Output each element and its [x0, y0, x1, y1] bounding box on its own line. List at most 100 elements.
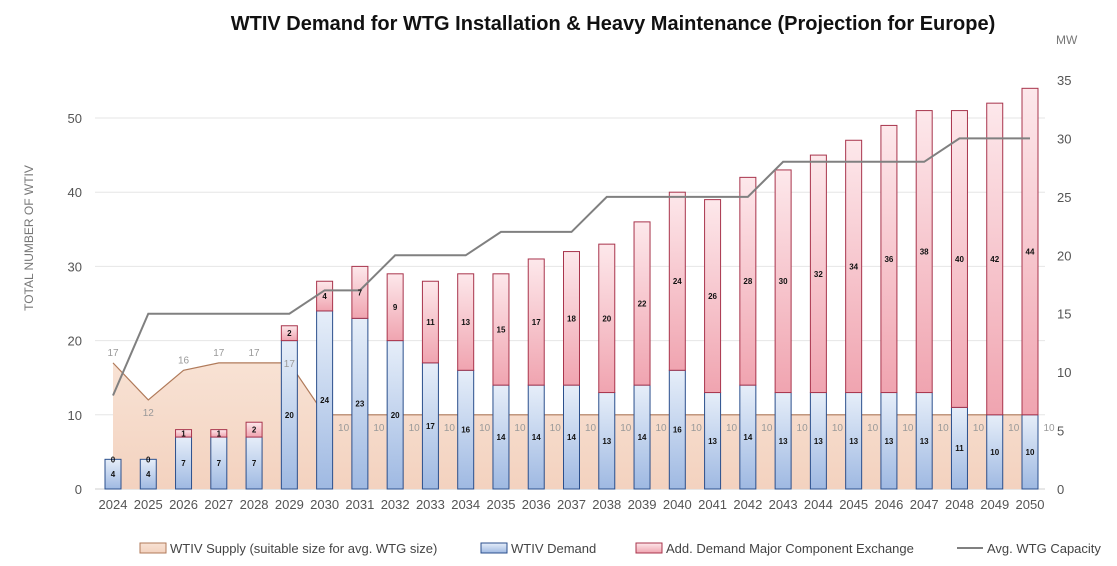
add-demand-bar — [527, 258, 545, 386]
add-demand-value-label: 1 — [181, 429, 186, 438]
demand-value-label: 14 — [567, 433, 576, 442]
add-demand-value-label: 20 — [602, 314, 611, 323]
add-demand-bar — [809, 154, 827, 394]
x-tick-label: 2037 — [557, 497, 586, 512]
add-demand-bar — [950, 110, 968, 408]
supply-value-label: 10 — [585, 423, 597, 434]
x-tick-label: 2025 — [134, 497, 163, 512]
supply-value-label: 10 — [409, 423, 421, 434]
add-demand-bar — [245, 421, 263, 438]
demand-value-label: 14 — [497, 433, 506, 442]
legend-swatch — [480, 542, 508, 554]
y2-tick-label: 10 — [1057, 365, 1071, 380]
x-tick-label: 2039 — [628, 497, 657, 512]
supply-value-label: 10 — [444, 423, 456, 434]
add-demand-value-label: 0 — [111, 455, 116, 464]
add-demand-value-label: 1 — [217, 429, 222, 438]
demand-value-label: 13 — [779, 437, 788, 446]
supply-value-label: 10 — [373, 423, 385, 434]
data-labels: 4017401271167117721720217244102371020910… — [107, 248, 1055, 480]
legend-label: WTIV Demand — [511, 541, 596, 556]
add-demand-bar — [280, 325, 298, 342]
capacity-line — [112, 137, 1030, 396]
supply-value-label: 10 — [1043, 423, 1055, 434]
add-demand-value-label: 2 — [287, 329, 292, 338]
x-tick-label: 2046 — [874, 497, 903, 512]
add-demand-value-label: 24 — [673, 277, 682, 286]
capacity-line-path — [112, 137, 1030, 396]
demand-value-label: 7 — [181, 459, 186, 468]
legend-swatch — [139, 542, 167, 554]
y2-tick-label: 5 — [1057, 424, 1064, 439]
demand-value-label: 13 — [849, 437, 858, 446]
demand-value-label: 13 — [708, 437, 717, 446]
supply-value-label: 10 — [338, 423, 350, 434]
add-demand-value-label: 22 — [638, 300, 647, 309]
x-tick-label: 2026 — [169, 497, 198, 512]
add-demand-bar — [492, 273, 510, 386]
supply-value-label: 10 — [691, 423, 703, 434]
x-tick-label: 2042 — [733, 497, 762, 512]
add-demand-bar — [421, 280, 439, 364]
demand-value-label: 4 — [146, 470, 151, 479]
x-tick-label: 2031 — [345, 497, 374, 512]
add-demand-value-label: 44 — [1026, 248, 1035, 257]
supply-value-label: 10 — [902, 423, 914, 434]
legend-label: WTIV Supply (suitable size for avg. WTG … — [170, 541, 437, 556]
add-demand-bar — [704, 199, 722, 394]
demand-value-label: 13 — [814, 437, 823, 446]
y-tick-label: 30 — [68, 259, 82, 274]
x-tick-label: 2044 — [804, 497, 833, 512]
demand-value-label: 13 — [884, 437, 893, 446]
add-demand-bar — [633, 221, 651, 386]
x-tick-label: 2036 — [522, 497, 551, 512]
x-tick-label: 2047 — [910, 497, 939, 512]
add-demand-bar — [774, 169, 792, 394]
supply-value-label: 17 — [249, 348, 261, 359]
add-demand-value-label: 26 — [708, 292, 717, 301]
x-tick-label: 2027 — [204, 497, 233, 512]
add-demand-value-label: 4 — [322, 292, 327, 301]
y2-tick-label: 25 — [1057, 190, 1071, 205]
add-demand-bar — [915, 110, 933, 394]
chart-title: WTIV Demand for WTG Installation & Heavy… — [231, 13, 996, 35]
demand-value-label: 10 — [990, 448, 999, 457]
demand-value-label: 17 — [426, 422, 435, 431]
x-tick-label: 2045 — [839, 497, 868, 512]
y2-tick-label: 15 — [1057, 307, 1071, 322]
demand-value-label: 20 — [285, 411, 294, 420]
supply-value-label: 10 — [938, 423, 950, 434]
legend-label: Add. Demand Major Component Exchange — [666, 541, 914, 556]
demand-value-label: 16 — [673, 426, 682, 435]
x-tick-label: 2049 — [980, 497, 1009, 512]
add-demand-value-label: 42 — [990, 255, 999, 264]
x-tick-label: 2029 — [275, 497, 304, 512]
x-tick-label: 2024 — [99, 497, 128, 512]
demand-value-label: 24 — [320, 396, 329, 405]
x-tick-label: 2035 — [487, 497, 516, 512]
x-tick-label: 2040 — [663, 497, 692, 512]
add-demand-bar — [1021, 87, 1039, 416]
supply-value-label: 17 — [284, 359, 296, 370]
demand-value-label: 14 — [532, 433, 541, 442]
add-demand-bar — [668, 191, 686, 371]
demand-value-label: 4 — [111, 470, 116, 479]
add-demand-value-label: 11 — [426, 318, 435, 327]
y-tick-label: 10 — [68, 408, 82, 423]
supply-value-label: 10 — [726, 423, 738, 434]
y2-tick-label: 0 — [1057, 482, 1064, 497]
y-tick-label: 50 — [68, 111, 82, 126]
supply-value-label: 17 — [107, 348, 119, 359]
y2-tick-label: 35 — [1057, 73, 1071, 88]
demand-value-label: 16 — [461, 426, 470, 435]
legend-swatch — [635, 542, 663, 554]
supply-value-label: 10 — [655, 423, 667, 434]
add-demand-value-label: 18 — [567, 314, 576, 323]
add-demand-bar — [563, 251, 580, 386]
y2-tick-label: 30 — [1057, 131, 1071, 146]
x-tick-label: 2034 — [451, 497, 480, 512]
y-tick-label: 20 — [68, 334, 82, 349]
add-demand-value-label: 7 — [358, 288, 363, 297]
demand-value-label: 7 — [217, 459, 222, 468]
